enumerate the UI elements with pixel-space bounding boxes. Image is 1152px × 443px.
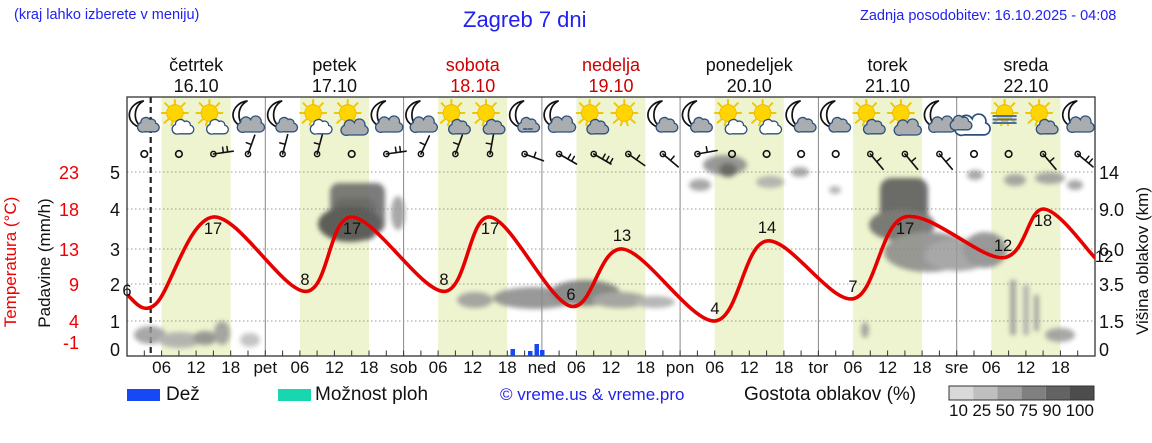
svg-text:17: 17 xyxy=(481,220,499,238)
svg-text:6: 6 xyxy=(122,282,131,300)
svg-text:06: 06 xyxy=(567,358,586,377)
svg-text:06: 06 xyxy=(152,358,171,377)
svg-text:12: 12 xyxy=(602,358,621,377)
svg-text:06: 06 xyxy=(982,358,1001,377)
svg-text:sre: sre xyxy=(945,358,969,377)
svg-text:18: 18 xyxy=(360,358,379,377)
svg-text:18: 18 xyxy=(913,358,932,377)
svg-text:12: 12 xyxy=(1016,358,1035,377)
svg-text:17: 17 xyxy=(343,220,361,238)
svg-text:06: 06 xyxy=(429,358,448,377)
svg-text:12: 12 xyxy=(994,237,1012,255)
svg-text:6: 6 xyxy=(566,286,575,304)
svg-text:18: 18 xyxy=(1034,212,1052,230)
svg-text:06: 06 xyxy=(290,358,309,377)
svg-text:12: 12 xyxy=(1095,248,1113,266)
svg-text:12: 12 xyxy=(878,358,897,377)
svg-text:12: 12 xyxy=(325,358,344,377)
svg-text:12: 12 xyxy=(187,358,206,377)
svg-text:12: 12 xyxy=(740,358,759,377)
svg-text:pet: pet xyxy=(253,358,277,377)
svg-text:14: 14 xyxy=(758,219,776,237)
svg-text:13: 13 xyxy=(613,227,631,245)
svg-text:18: 18 xyxy=(498,358,517,377)
svg-text:18: 18 xyxy=(221,358,240,377)
svg-text:18: 18 xyxy=(774,358,793,377)
svg-text:06: 06 xyxy=(844,358,863,377)
svg-text:8: 8 xyxy=(439,271,448,289)
svg-text:tor: tor xyxy=(808,358,828,377)
svg-text:18: 18 xyxy=(1051,358,1070,377)
svg-text:18: 18 xyxy=(636,358,655,377)
svg-text:8: 8 xyxy=(300,271,309,289)
svg-text:12: 12 xyxy=(463,358,482,377)
svg-text:7: 7 xyxy=(848,278,857,296)
svg-text:pon: pon xyxy=(666,358,694,377)
svg-text:06: 06 xyxy=(705,358,724,377)
svg-text:17: 17 xyxy=(896,220,914,238)
svg-text:4: 4 xyxy=(710,300,719,318)
svg-text:ned: ned xyxy=(528,358,556,377)
svg-text:sob: sob xyxy=(390,358,417,377)
svg-text:17: 17 xyxy=(204,220,222,238)
